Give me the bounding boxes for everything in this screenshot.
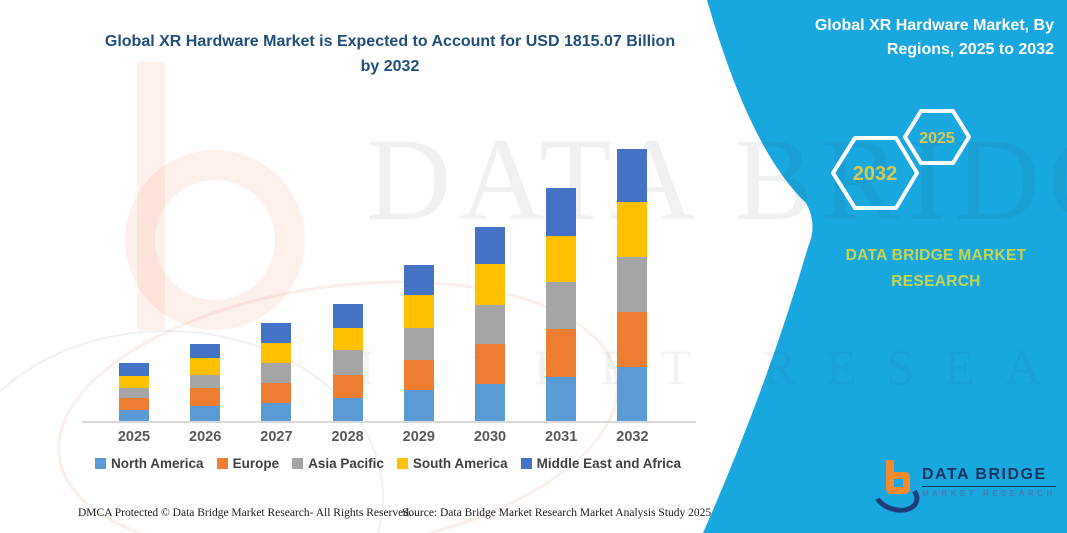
x-axis-line	[82, 421, 696, 423]
legend-item: South America	[396, 456, 508, 471]
x-axis-label: 2028	[331, 429, 364, 445]
stacked-bar-2026	[190, 344, 221, 421]
legend-label: South America	[412, 456, 508, 471]
stacked-bar-2028	[332, 304, 363, 421]
bar-segment	[119, 388, 149, 399]
bar-segment	[617, 367, 648, 421]
hexagon-2025-label: 2025	[919, 130, 955, 147]
legend-item: Asia Pacific	[292, 456, 384, 471]
bar-segment	[403, 359, 434, 390]
data-bridge-logo-icon	[867, 458, 925, 519]
x-axis-label: 2030	[473, 429, 507, 445]
bar-segment	[332, 327, 363, 350]
logo-name: DATA BRIDGE	[922, 466, 1056, 487]
x-axis-label: 2032	[616, 429, 649, 445]
bar-segment	[617, 201, 648, 257]
legend-swatch	[95, 458, 107, 469]
bar-segment	[475, 383, 505, 421]
bar-segment	[475, 305, 505, 345]
bar-segment	[190, 344, 221, 359]
bar-segment	[403, 389, 434, 421]
bar-segment	[475, 264, 505, 306]
bar-segment	[546, 282, 577, 330]
bar-segment	[475, 344, 505, 384]
bar-segment	[332, 398, 363, 421]
panel-heading-line2: Regions, 2025 to 2032	[886, 41, 1054, 58]
bar-segment	[475, 226, 505, 265]
bar-segment	[119, 409, 149, 421]
x-axis-label: 2029	[402, 429, 435, 445]
bar-segment	[261, 402, 292, 421]
stacked-bar-2032	[617, 148, 648, 421]
legend-label: Middle East and Africa	[536, 456, 681, 471]
watermark-text-data-bridge: DATA BRIDGE	[366, 114, 1067, 245]
bar-segment	[332, 304, 363, 328]
bar-segment	[261, 363, 292, 384]
bar-segment	[190, 358, 221, 375]
bar-segment	[403, 264, 434, 295]
legend-label: Europe	[232, 456, 280, 471]
data-bridge-logo: DATA BRIDGE MARKET RESEARCH	[867, 458, 1056, 519]
chart-title-line2: by 2032	[360, 57, 420, 75]
bar-segment	[119, 363, 149, 377]
bar-segment	[617, 148, 648, 202]
bar-segment	[190, 405, 221, 421]
bar-segment	[261, 383, 292, 403]
bar-segment	[119, 398, 149, 410]
stacked-bar-2031	[546, 188, 577, 421]
bar-segment	[546, 329, 577, 377]
bar-segment	[261, 322, 292, 344]
bar-segment	[546, 376, 577, 421]
legend-swatch	[520, 458, 532, 469]
chart-title-line1: Global XR Hardware Market is Expected to…	[104, 33, 676, 50]
panel-heading-line1: Global XR Hardware Market, By	[814, 17, 1054, 34]
bar-segment	[190, 387, 221, 406]
bar-segment	[261, 343, 292, 364]
legend-item: Middle East and Africa	[520, 456, 681, 471]
footer-dmca-text: DMCA Protected © Data Bridge Market Rese…	[78, 507, 412, 519]
stacked-bar-2030	[475, 226, 505, 421]
hexagon-2032	[831, 136, 919, 210]
logo-subtitle: MARKET RESEARCH	[922, 488, 1056, 498]
x-axis-label: 2027	[260, 429, 293, 445]
stacked-bar-2029	[403, 264, 434, 421]
legend-label: Asia Pacific	[308, 456, 384, 471]
x-axis-label: 2031	[545, 429, 578, 445]
x-axis-label: 2025	[117, 429, 151, 445]
x-axis-labels: 2025 2026 2027 2028 2029 2030 2031 2032	[80, 429, 696, 449]
legend-swatch	[292, 458, 304, 469]
stacked-bar-2025	[119, 363, 149, 421]
bar-segment	[546, 188, 577, 236]
legend-item: North America	[95, 456, 204, 471]
bar-segment	[332, 349, 363, 375]
bar-segment	[119, 376, 149, 389]
bar-segment	[546, 235, 577, 283]
stacked-bar-2027	[261, 322, 292, 421]
bar-segment	[617, 311, 648, 368]
panel-heading: Global XR Hardware Market, By Regions, 2…	[788, 14, 1064, 62]
bar-segment	[332, 374, 363, 399]
legend-swatch	[396, 458, 408, 469]
legend-swatch	[216, 458, 228, 469]
chart-legend: North America Europe Asia Pacific South Ame…	[80, 456, 696, 471]
chart-title: Global XR Hardware Market is Expected to…	[58, 30, 722, 80]
hexagon-2025	[903, 109, 971, 165]
brand-text: DATA BRIDGE MARKET RESEARCH	[845, 247, 1027, 290]
hexagon-2032-label: 2032	[853, 163, 898, 185]
x-axis-label: 2026	[189, 429, 222, 445]
footer-source-text: Source: Data Bridge Market Research Mark…	[402, 507, 712, 519]
legend-item: Europe	[216, 456, 280, 471]
bar-segment	[190, 374, 221, 388]
legend-label: North America	[111, 456, 204, 471]
bar-segment	[617, 256, 648, 312]
watermark-text-market-research: MARKET RESEARCH	[330, 339, 1067, 395]
bar-chart-plot	[80, 140, 696, 423]
bar-segment	[403, 294, 434, 328]
bar-segment	[403, 327, 434, 360]
